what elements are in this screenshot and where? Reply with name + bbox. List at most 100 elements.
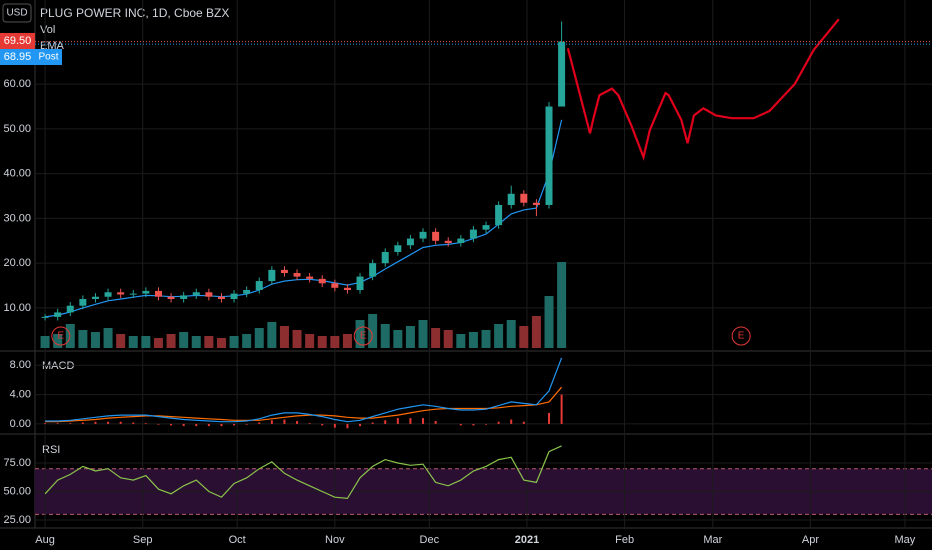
candle-body [520,193,528,203]
macd-histogram [270,420,273,424]
signal-line [45,386,563,423]
earnings-label: E [57,331,64,342]
macd-histogram [396,418,399,424]
volume-bar [368,314,378,348]
macd-histogram [182,423,185,427]
candle-body [79,298,87,306]
last-price-badge [0,33,35,49]
macd-histogram [207,423,210,427]
y-tick-label: 4.00 [10,388,31,400]
candle-body [243,290,251,294]
candle-body [495,204,503,226]
volume-bar [78,330,88,348]
candle-body [381,251,389,264]
earnings-marker [51,326,71,346]
macd-histogram [409,418,412,424]
volume-bar [506,320,516,348]
ema-label: EMA [40,40,65,52]
candle-body [318,278,326,284]
macd-histogram [459,423,462,426]
y-tick-label: 75.00 [3,457,31,469]
macd-histogram [233,423,236,426]
volume-bar [90,332,100,348]
macd-histogram [81,422,84,424]
candle-body [331,283,339,288]
candle-body [217,296,225,299]
macd-histogram [144,423,147,424]
candle-body [129,293,137,295]
candle-body [432,231,440,241]
candle-body [406,238,414,246]
candle-body [343,287,351,291]
volume-bar [153,338,163,348]
x-tick-label: Sep [133,534,153,546]
volume-bar [128,336,138,348]
candle-body [142,290,150,294]
volume-bar [103,328,113,348]
volume-bar [166,334,176,348]
volume-bar [292,330,302,348]
candle-body [394,245,402,252]
y-tick-label: 10.00 [3,302,31,314]
volume-bar [116,334,126,348]
macd-title: MACD [42,360,74,372]
y-tick-label: 30.00 [3,212,31,224]
macd-histogram [497,421,500,424]
x-tick-label: Nov [325,534,345,546]
macd-histogram [44,423,47,424]
candle-body [469,229,477,239]
candle-body [154,290,162,297]
macd-histogram [56,423,59,424]
volume-bar [468,332,478,348]
macd-histogram [434,420,437,424]
macd-histogram [384,420,387,424]
macd-histogram [321,423,324,426]
candle-body [41,316,49,318]
macd-histogram [94,421,97,424]
macd-histogram [132,422,135,424]
volume-bar [393,330,403,348]
volume-bar [53,334,63,348]
candle-body [545,106,553,205]
volume-bar [355,320,365,348]
macd-histogram [522,421,525,424]
x-tick-label: Mar [703,534,722,546]
x-tick-label: Oct [229,534,246,546]
candle-body [457,238,465,244]
candle-body [230,293,238,299]
volume-bar [179,332,189,348]
volume-bar [405,326,415,348]
volume-bar [330,336,340,348]
candle-body [192,292,200,296]
volume-bar [242,334,252,348]
macd-histogram [283,419,286,424]
macd-histogram [333,423,336,428]
macd-histogram [308,423,311,424]
earnings-label: E [360,331,367,342]
y-tick-label: 8.00 [10,359,31,371]
post-label: Post [38,52,58,63]
candle-body [444,240,452,244]
y-tick-label: 50.00 [3,485,31,497]
x-tick-label: Aug [35,534,55,546]
y-tick-label: 0.00 [10,418,31,430]
volume-bar [216,338,226,348]
volume-bar [254,328,264,348]
macd-histogram [472,423,475,426]
volume-bar [267,322,277,348]
macd-histogram [220,423,223,427]
macd-histogram [296,420,299,424]
macd-histogram [422,418,425,424]
macd-histogram [485,423,488,425]
volume-bar [141,336,151,348]
macd-histogram [510,419,513,424]
macd-histogram [195,423,198,427]
y-tick-label: 50.00 [3,123,31,135]
volume-bar [279,326,289,348]
y-tick-label: 20.00 [3,257,31,269]
currency-box[interactable] [2,3,32,23]
macd-histogram [170,423,173,426]
volume-bar [380,324,390,348]
